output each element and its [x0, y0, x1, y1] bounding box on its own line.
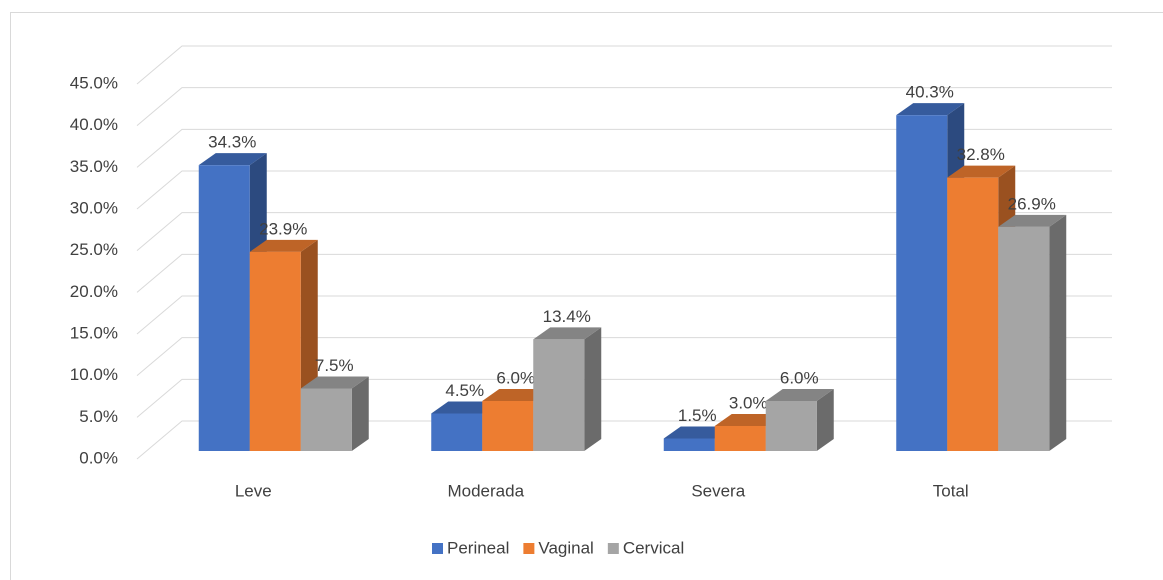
value-label: 23.9% [259, 219, 307, 238]
value-label: 1.5% [678, 406, 717, 425]
grid-line [136, 170, 1112, 210]
grid-line [136, 337, 1112, 377]
legend-swatch [432, 543, 443, 554]
bar [896, 115, 948, 452]
x-tick-label: Total [933, 481, 969, 500]
grid-line [136, 87, 1112, 127]
y-tick-label: 40.0% [70, 115, 118, 134]
bar [663, 438, 715, 451]
value-label: 26.9% [1008, 194, 1056, 213]
x-tick-label: Severa [691, 481, 745, 500]
y-tick-label: 10.0% [70, 365, 118, 384]
value-label: 32.8% [957, 145, 1005, 164]
grid-line [136, 378, 1112, 418]
grid-line [136, 128, 1112, 168]
bar-side [584, 327, 602, 451]
legend-label: Perineal [447, 538, 509, 557]
y-tick-label: 30.0% [70, 198, 118, 217]
legend-swatch [523, 543, 535, 554]
value-label: 3.0% [729, 393, 768, 412]
bar-top [998, 214, 1067, 227]
legend-label: Vaginal [538, 538, 593, 557]
y-tick-label: 5.0% [79, 407, 118, 426]
bar [249, 251, 301, 451]
bar [714, 426, 766, 451]
legend-swatch [607, 543, 619, 554]
value-label: 4.5% [445, 381, 484, 400]
grid-line [136, 253, 1112, 293]
x-tick-label: Moderada [447, 481, 524, 500]
grid-line [136, 295, 1112, 335]
value-label: 6.0% [780, 368, 819, 387]
bar-top [765, 389, 834, 401]
y-tick-label: 35.0% [70, 157, 118, 176]
bar-top [249, 239, 318, 252]
bar [198, 165, 250, 451]
value-label: 34.3% [208, 133, 256, 152]
y-tick-label: 45.0% [70, 73, 118, 92]
grid-line [136, 212, 1112, 252]
value-label: 7.5% [315, 356, 354, 375]
bar [482, 401, 534, 451]
legend-label: Cervical [623, 538, 684, 557]
chart-border [10, 12, 1163, 580]
y-tick-label: 0.0% [79, 448, 118, 467]
bar-top [198, 153, 267, 166]
y-tick-label: 25.0% [70, 240, 118, 259]
bar [533, 339, 585, 451]
y-tick-label: 15.0% [70, 323, 118, 342]
bar-side [816, 389, 834, 451]
bar-top [896, 103, 965, 116]
bar [431, 413, 483, 451]
value-label: 13.4% [543, 307, 591, 326]
y-tick-label: 20.0% [70, 282, 118, 301]
bar-top [533, 327, 602, 340]
value-label: 40.3% [906, 83, 954, 102]
bar-top [300, 376, 369, 389]
bar-side [1049, 214, 1067, 451]
bar [998, 226, 1050, 451]
bar [300, 388, 352, 451]
value-label: 6.0% [496, 368, 535, 387]
bar [765, 401, 817, 451]
x-tick-label: Leve [235, 481, 272, 500]
bar-side [351, 376, 369, 451]
bar-top [947, 165, 1016, 178]
grid-line [136, 45, 1112, 85]
bar [947, 177, 999, 451]
